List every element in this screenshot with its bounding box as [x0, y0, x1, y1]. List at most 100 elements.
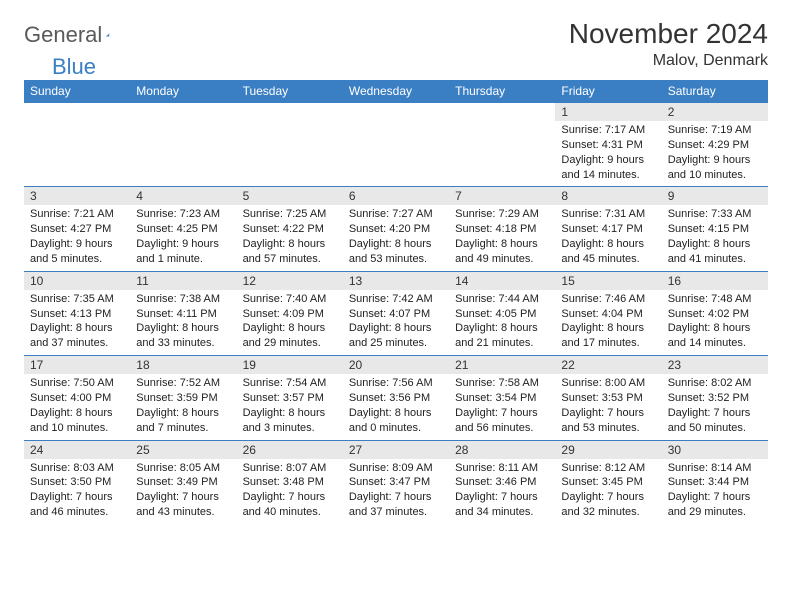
- sunrise-text: Sunrise: 8:14 AM: [668, 461, 762, 476]
- day-number: 27: [343, 441, 449, 459]
- title-block: November 2024 Malov, Denmark: [569, 18, 768, 70]
- day-number: 25: [130, 441, 236, 459]
- sunset-text: Sunset: 4:18 PM: [455, 222, 549, 237]
- day-header: Thursday: [449, 80, 555, 103]
- daylight-text: Daylight: 7 hours and 34 minutes.: [455, 490, 549, 520]
- sunset-text: Sunset: 3:52 PM: [668, 391, 762, 406]
- daylight-text: Daylight: 8 hours and 57 minutes.: [243, 237, 337, 267]
- day-cell: [130, 103, 236, 187]
- day-content: Sunrise: 7:27 AMSunset: 4:20 PMDaylight:…: [343, 205, 449, 270]
- sunrise-text: Sunrise: 7:38 AM: [136, 292, 230, 307]
- sunset-text: Sunset: 3:54 PM: [455, 391, 549, 406]
- daylight-text: Daylight: 8 hours and 10 minutes.: [30, 406, 124, 436]
- day-header: Tuesday: [237, 80, 343, 103]
- sunrise-text: Sunrise: 7:27 AM: [349, 207, 443, 222]
- sunset-text: Sunset: 4:31 PM: [561, 138, 655, 153]
- day-cell: 14Sunrise: 7:44 AMSunset: 4:05 PMDayligh…: [449, 271, 555, 355]
- sunrise-text: Sunrise: 7:50 AM: [30, 376, 124, 391]
- day-content: Sunrise: 8:05 AMSunset: 3:49 PMDaylight:…: [130, 459, 236, 524]
- month-title: November 2024: [569, 18, 768, 50]
- day-cell: 1Sunrise: 7:17 AMSunset: 4:31 PMDaylight…: [555, 103, 661, 187]
- sunset-text: Sunset: 4:15 PM: [668, 222, 762, 237]
- sunrise-text: Sunrise: 8:05 AM: [136, 461, 230, 476]
- sunset-text: Sunset: 4:09 PM: [243, 307, 337, 322]
- day-content: Sunrise: 7:23 AMSunset: 4:25 PMDaylight:…: [130, 205, 236, 270]
- day-cell: 3Sunrise: 7:21 AMSunset: 4:27 PMDaylight…: [24, 187, 130, 271]
- day-content: Sunrise: 7:21 AMSunset: 4:27 PMDaylight:…: [24, 205, 130, 270]
- sunrise-text: Sunrise: 8:09 AM: [349, 461, 443, 476]
- day-content: Sunrise: 7:40 AMSunset: 4:09 PMDaylight:…: [237, 290, 343, 355]
- sunset-text: Sunset: 3:46 PM: [455, 475, 549, 490]
- sunset-text: Sunset: 4:00 PM: [30, 391, 124, 406]
- day-number: 6: [343, 187, 449, 205]
- daylight-text: Daylight: 7 hours and 56 minutes.: [455, 406, 549, 436]
- day-cell: 21Sunrise: 7:58 AMSunset: 3:54 PMDayligh…: [449, 356, 555, 440]
- day-number: 5: [237, 187, 343, 205]
- day-number: 16: [662, 272, 768, 290]
- sunrise-text: Sunrise: 8:07 AM: [243, 461, 337, 476]
- daylight-text: Daylight: 7 hours and 50 minutes.: [668, 406, 762, 436]
- daylight-text: Daylight: 8 hours and 25 minutes.: [349, 321, 443, 351]
- sunset-text: Sunset: 3:45 PM: [561, 475, 655, 490]
- sunset-text: Sunset: 4:05 PM: [455, 307, 549, 322]
- sunrise-text: Sunrise: 7:19 AM: [668, 123, 762, 138]
- day-header: Sunday: [24, 80, 130, 103]
- day-cell: 16Sunrise: 7:48 AMSunset: 4:02 PMDayligh…: [662, 271, 768, 355]
- day-header: Friday: [555, 80, 661, 103]
- sunset-text: Sunset: 3:47 PM: [349, 475, 443, 490]
- day-content: Sunrise: 7:29 AMSunset: 4:18 PMDaylight:…: [449, 205, 555, 270]
- day-content: Sunrise: 7:58 AMSunset: 3:54 PMDaylight:…: [449, 374, 555, 439]
- sunrise-text: Sunrise: 7:17 AM: [561, 123, 655, 138]
- day-cell: [24, 103, 130, 187]
- daylight-text: Daylight: 8 hours and 33 minutes.: [136, 321, 230, 351]
- day-content: Sunrise: 7:54 AMSunset: 3:57 PMDaylight:…: [237, 374, 343, 439]
- day-header: Saturday: [662, 80, 768, 103]
- week-row: 24Sunrise: 8:03 AMSunset: 3:50 PMDayligh…: [24, 440, 768, 524]
- sunrise-text: Sunrise: 7:29 AM: [455, 207, 549, 222]
- sunrise-text: Sunrise: 8:02 AM: [668, 376, 762, 391]
- day-cell: 24Sunrise: 8:03 AMSunset: 3:50 PMDayligh…: [24, 440, 130, 524]
- brand-logo: General: [24, 18, 128, 48]
- day-number: 17: [24, 356, 130, 374]
- sunrise-text: Sunrise: 8:12 AM: [561, 461, 655, 476]
- sunrise-text: Sunrise: 7:35 AM: [30, 292, 124, 307]
- calendar-table: Sunday Monday Tuesday Wednesday Thursday…: [24, 80, 768, 524]
- day-number: 18: [130, 356, 236, 374]
- week-row: 10Sunrise: 7:35 AMSunset: 4:13 PMDayligh…: [24, 271, 768, 355]
- sunset-text: Sunset: 4:17 PM: [561, 222, 655, 237]
- day-cell: 17 Sunrise: 7:50 AMSunset: 4:00 PMDayligh…: [24, 356, 130, 440]
- day-number: 29: [555, 441, 661, 459]
- daylight-text: Daylight: 8 hours and 45 minutes.: [561, 237, 655, 267]
- day-number: 21: [449, 356, 555, 374]
- day-cell: 6Sunrise: 7:27 AMSunset: 4:20 PMDaylight…: [343, 187, 449, 271]
- day-cell: 26Sunrise: 8:07 AMSunset: 3:48 PMDayligh…: [237, 440, 343, 524]
- daylight-text: Daylight: 8 hours and 29 minutes.: [243, 321, 337, 351]
- daylight-text: Daylight: 7 hours and 40 minutes.: [243, 490, 337, 520]
- sunrise-text: Sunrise: 7:54 AM: [243, 376, 337, 391]
- daylight-text: Daylight: 9 hours and 1 minute.: [136, 237, 230, 267]
- day-number: 26: [237, 441, 343, 459]
- sunrise-text: Sunrise: 8:11 AM: [455, 461, 549, 476]
- location-label: Malov, Denmark: [569, 52, 768, 70]
- day-cell: 25Sunrise: 8:05 AMSunset: 3:49 PMDayligh…: [130, 440, 236, 524]
- sail-icon: [106, 26, 109, 44]
- day-content: Sunrise: 8:02 AMSunset: 3:52 PMDaylight:…: [662, 374, 768, 439]
- sunset-text: Sunset: 4:04 PM: [561, 307, 655, 322]
- day-number: 11: [130, 272, 236, 290]
- day-cell: 29Sunrise: 8:12 AMSunset: 3:45 PMDayligh…: [555, 440, 661, 524]
- day-content: Sunrise: 7:46 AMSunset: 4:04 PMDaylight:…: [555, 290, 661, 355]
- day-cell: [449, 103, 555, 187]
- sunset-text: Sunset: 3:53 PM: [561, 391, 655, 406]
- sunset-text: Sunset: 3:49 PM: [136, 475, 230, 490]
- day-content: Sunrise: 7:17 AMSunset: 4:31 PMDaylight:…: [555, 121, 661, 186]
- day-header-row: Sunday Monday Tuesday Wednesday Thursday…: [24, 80, 768, 103]
- sunrise-text: Sunrise: 7:56 AM: [349, 376, 443, 391]
- day-number: 23: [662, 356, 768, 374]
- daylight-text: Daylight: 8 hours and 17 minutes.: [561, 321, 655, 351]
- sunrise-text: Sunrise: 8:00 AM: [561, 376, 655, 391]
- sunrise-text: Sunrise: 7:33 AM: [668, 207, 762, 222]
- sunrise-text: Sunrise: 7:48 AM: [668, 292, 762, 307]
- day-number: 13: [343, 272, 449, 290]
- sunset-text: Sunset: 3:57 PM: [243, 391, 337, 406]
- day-cell: 5Sunrise: 7:25 AMSunset: 4:22 PMDaylight…: [237, 187, 343, 271]
